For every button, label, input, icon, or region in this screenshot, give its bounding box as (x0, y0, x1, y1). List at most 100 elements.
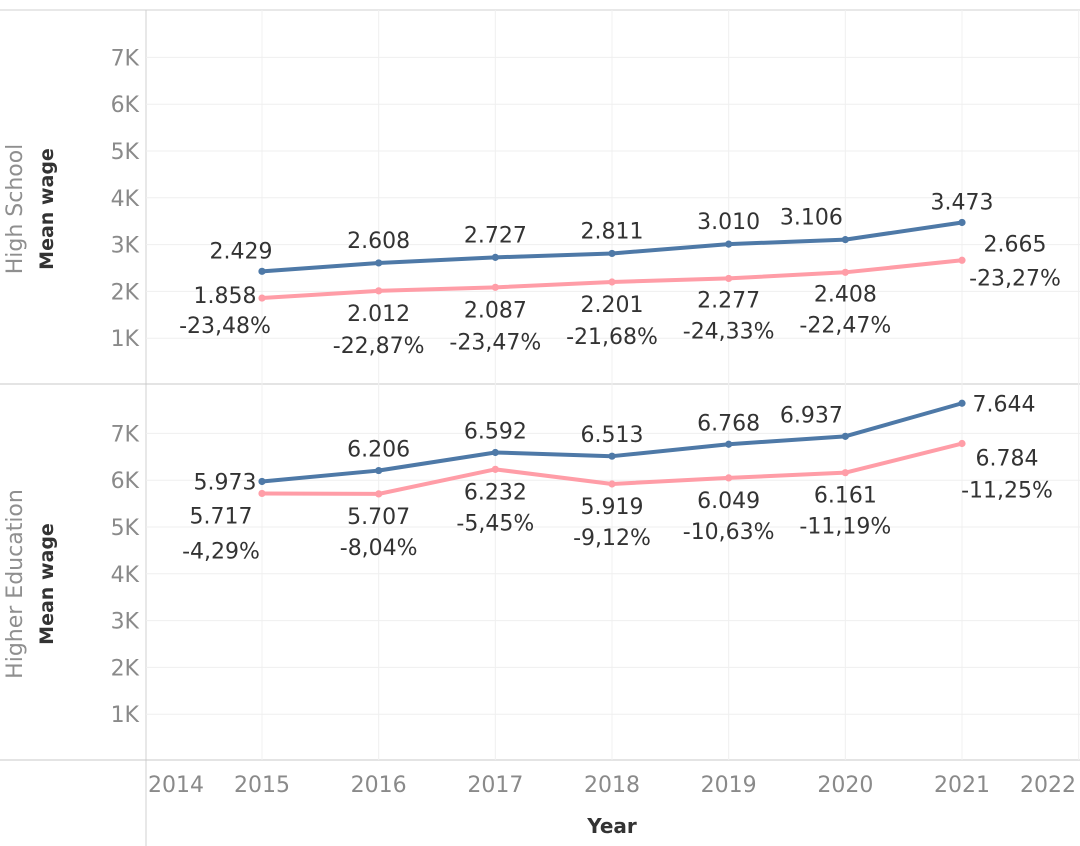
data-point (725, 240, 733, 248)
data-point (608, 480, 616, 488)
data-point (725, 274, 733, 283)
x-tick-label: 2020 (817, 773, 873, 798)
y-tick-label: 5K (111, 140, 140, 165)
data-label-diff: -10,63% (683, 520, 775, 545)
data-point (841, 268, 849, 276)
data-point (258, 477, 266, 486)
data-label: 2.811 (581, 219, 644, 244)
data-label: 7.644 (973, 392, 1036, 417)
data-point (491, 465, 499, 473)
data-label: 2.408 (814, 282, 877, 307)
data-point (958, 218, 966, 227)
data-point (958, 399, 966, 407)
x-tick-label: 2021 (934, 773, 990, 798)
data-label: 6.768 (697, 411, 760, 436)
data-label-diff: -11,19% (799, 515, 891, 540)
x-tick-label: 2014 (148, 773, 204, 798)
data-label-diff: -22,47% (799, 313, 891, 338)
x-tick-label: 2016 (351, 773, 407, 798)
data-point (258, 294, 266, 302)
data-label: 2.201 (581, 293, 644, 318)
data-label: 3.473 (931, 190, 994, 215)
data-label: 2.727 (464, 223, 527, 248)
y-tick-label: 2K (111, 656, 140, 681)
data-label-diff: -11,25% (961, 479, 1053, 504)
y-axis-title: Mean wage (36, 148, 58, 270)
data-label-diff: -23,48% (179, 314, 271, 339)
y-tick-label: 7K (111, 422, 140, 447)
data-point (841, 469, 849, 477)
data-label: 2.277 (697, 288, 760, 313)
pane-row-label: High School (3, 144, 28, 275)
data-label: 5.973 (194, 470, 257, 495)
data-label: 6.206 (347, 438, 410, 463)
y-tick-label: 4K (111, 563, 140, 588)
data-label-diff: -9,12% (573, 526, 651, 551)
data-label-diff: -21,68% (566, 325, 658, 350)
data-point (375, 259, 383, 267)
data-label: 5.717 (190, 504, 253, 529)
data-label-diff: -23,27% (969, 266, 1061, 291)
y-tick-label: 3K (111, 610, 140, 635)
data-point (725, 474, 733, 482)
y-tick-label: 6K (111, 469, 140, 494)
data-label: 6.049 (697, 489, 760, 514)
data-label: 2.665 (984, 232, 1047, 257)
data-point (841, 236, 849, 244)
x-tick-label: 2017 (467, 773, 523, 798)
data-label: 1.858 (194, 284, 257, 309)
x-tick-label: 2019 (701, 773, 757, 798)
x-tick-label: 2018 (584, 773, 640, 798)
y-tick-label: 7K (111, 46, 140, 71)
pane-high-school: 1K 2K 3K 4K 5K 6K 7K High School Mean wage 2.429 1… (3, 46, 1080, 359)
data-label: 5.707 (347, 505, 410, 530)
data-label: 6.784 (976, 447, 1039, 472)
y-tick-label: 1K (111, 327, 140, 352)
y-tick-label: 4K (111, 187, 140, 212)
data-point (375, 490, 383, 498)
y-tick-label: 6K (111, 93, 140, 118)
y-tick-label: 5K (111, 516, 140, 541)
data-label-diff: -5,45% (456, 511, 534, 536)
data-point (608, 452, 616, 460)
y-tick-label: 1K (111, 703, 140, 728)
data-point (841, 432, 849, 440)
data-label-diff: -24,33% (683, 319, 775, 344)
data-label-diff: -8,04% (340, 536, 418, 561)
x-tick-label: 2022 (1020, 773, 1076, 798)
data-label: 6.592 (464, 419, 527, 444)
data-label: 6.161 (814, 484, 877, 509)
data-point (491, 283, 499, 291)
data-point (375, 466, 383, 475)
pane-row-label: Higher Education (3, 489, 28, 679)
pane-higher-education: 1K 2K 3K 4K 5K 6K 7K Higher Education Mean wage 5… (3, 392, 1080, 728)
data-label: 6.232 (464, 480, 527, 505)
y-tick-label: 3K (111, 234, 140, 259)
data-label: 6.937 (780, 403, 843, 428)
data-point (491, 448, 499, 457)
data-label-diff: -4,29% (182, 539, 260, 564)
data-point (375, 287, 383, 295)
data-label: 5.919 (581, 495, 644, 520)
data-point (958, 439, 966, 448)
data-label: 2.087 (464, 298, 527, 323)
data-point (258, 267, 266, 275)
data-point (491, 253, 499, 261)
data-label: 6.513 (581, 423, 644, 448)
data-label-diff: -23,47% (449, 330, 541, 355)
data-label: 3.106 (780, 206, 843, 231)
x-tick-label: 2015 (234, 773, 290, 798)
data-label-diff: -22,87% (333, 334, 425, 359)
data-point (608, 278, 616, 286)
data-point (258, 489, 266, 498)
x-axis-title: Year (586, 814, 637, 838)
data-point (608, 249, 616, 258)
data-label: 2.012 (347, 302, 410, 327)
y-axis-title: Mean wage (36, 523, 58, 645)
data-label: 2.429 (210, 239, 273, 264)
data-label: 2.608 (347, 229, 410, 254)
data-point (958, 256, 966, 264)
y-tick-label: 2K (111, 280, 140, 305)
data-label: 3.010 (697, 210, 760, 235)
